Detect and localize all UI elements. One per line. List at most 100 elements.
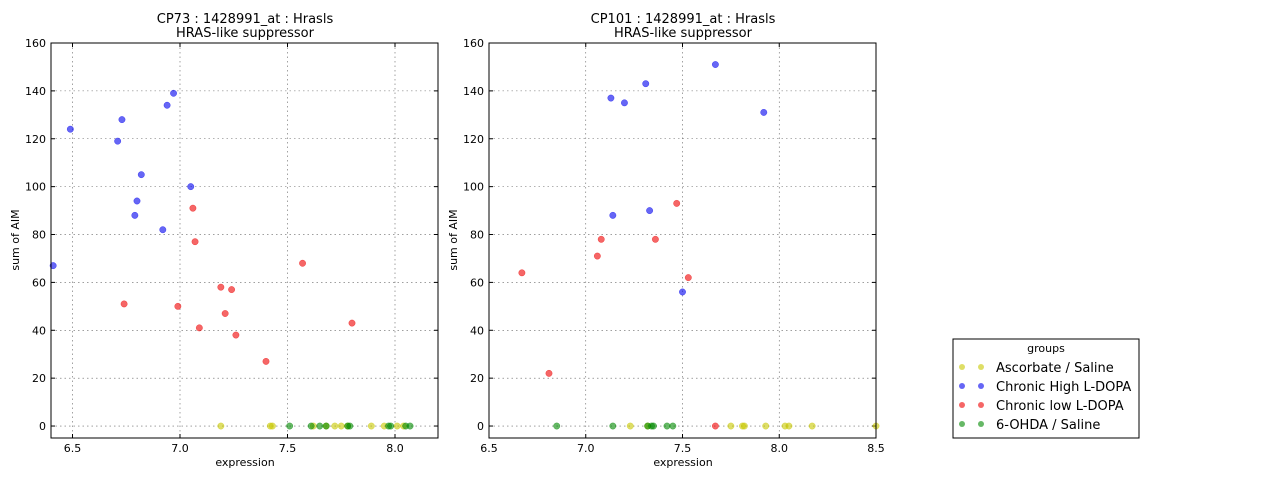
y-tick-label: 160 [463,37,484,50]
y-axis-label: sum of AIM [447,209,460,270]
y-tick-label: 100 [463,181,484,194]
point-chronic-high-l-dopa [607,94,615,102]
point-ascorbate-saline [626,422,634,430]
y-tick-label: 120 [463,133,484,146]
legend-label-chronic-high-l-dopa: Chronic High L-DOPA [996,380,1131,395]
point-6-ohda-saline [609,422,617,430]
point-6-ohda-saline [346,422,354,430]
x-tick-label: 6.5 [480,442,498,455]
point-ascorbate-saline [785,422,793,430]
point-ascorbate-saline [393,422,401,430]
point-chronic-high-l-dopa [133,197,141,205]
legend-label-chronic-low-l-dopa: Chronic low L-DOPA [996,399,1124,414]
y-tick-label: 60 [32,276,46,289]
x-tick-label: 7.0 [171,442,189,455]
chart-title: CP73 : 1428991_at : Hrasls [157,12,334,27]
y-tick-label: 20 [470,372,484,385]
x-tick-label: 8.0 [771,442,789,455]
point-chronic-low-l-dopa [189,204,197,212]
point-chronic-low-l-dopa [651,235,659,243]
point-ascorbate-saline [740,422,748,430]
point-6-ohda-saline [307,422,315,430]
y-tick-label: 140 [25,85,46,98]
point-chronic-high-l-dopa [66,125,74,133]
point-chronic-low-l-dopa [597,235,605,243]
plot-frame [488,42,877,439]
point-chronic-low-l-dopa [545,369,553,377]
legend-marker-6-ohda-saline [959,421,965,427]
x-tick-label: 7.5 [674,442,692,455]
point-chronic-low-l-dopa [232,331,240,339]
point-ascorbate-saline [217,422,225,430]
legend-marker-chronic-low-l-dopa [978,402,984,408]
point-6-ohda-saline [316,422,324,430]
point-chronic-high-l-dopa [131,211,139,219]
point-chronic-high-l-dopa [118,116,126,124]
point-6-ohda-saline [286,422,294,430]
legend-marker-chronic-high-l-dopa [959,383,965,389]
chart-title: CP101 : 1428991_at : Hrasls [591,12,776,27]
y-tick-label: 0 [477,420,484,433]
point-6-ohda-saline [663,422,671,430]
point-chronic-low-l-dopa [191,238,199,246]
y-tick-label: 20 [32,372,46,385]
x-tick-label: 7.5 [279,442,297,455]
x-axis-label: expression [653,456,712,469]
legend: groups Ascorbate / Saline Chronic High L-… [952,338,1140,439]
point-chronic-high-l-dopa [49,262,57,270]
x-axis-label: expression [215,456,274,469]
point-chronic-high-l-dopa [114,137,122,145]
legend-marker-chronic-high-l-dopa [978,383,984,389]
point-chronic-low-l-dopa [348,319,356,327]
point-chronic-low-l-dopa [299,259,306,267]
point-chronic-low-l-dopa [221,310,229,317]
point-6-ohda-saline [387,422,395,430]
legend-marker-ascorbate-saline [959,364,965,370]
point-chronic-high-l-dopa [137,171,145,179]
point-chronic-low-l-dopa [120,300,128,308]
point-chronic-high-l-dopa [621,99,628,107]
point-chronic-high-l-dopa [679,288,686,296]
point-chronic-low-l-dopa [262,357,270,365]
chart-subtitle: HRAS-like suppressor [176,26,315,41]
point-chronic-high-l-dopa [760,108,768,116]
legend-frame [952,338,1140,439]
y-tick-label: 80 [32,229,46,242]
point-chronic-high-l-dopa [646,207,654,215]
point-chronic-high-l-dopa [170,89,178,97]
y-tick-label: 160 [25,37,46,50]
point-6-ohda-saline [669,422,677,430]
point-ascorbate-saline [762,422,770,430]
y-tick-label: 80 [470,229,484,242]
point-ascorbate-saline [367,422,375,430]
chart-subtitle: HRAS-like suppressor [614,26,753,41]
point-chronic-high-l-dopa [711,61,719,68]
y-tick-label: 0 [39,420,46,433]
point-chronic-low-l-dopa [518,269,526,277]
point-chronic-low-l-dopa [195,324,203,332]
point-chronic-low-l-dopa [217,283,225,291]
point-ascorbate-saline [727,422,735,430]
point-chronic-high-l-dopa [159,226,167,234]
point-chronic-high-l-dopa [163,101,171,109]
y-tick-label: 120 [25,133,46,146]
x-tick-label: 8.0 [386,442,404,455]
x-tick-label: 8.5 [867,442,885,455]
legend-marker-ascorbate-saline [978,364,984,370]
point-6-ohda-saline [322,422,330,430]
point-6-ohda-saline [553,422,561,430]
point-chronic-low-l-dopa [684,274,692,282]
y-axis-label: sum of AIM [9,209,22,270]
point-chronic-low-l-dopa [593,252,601,260]
chart-cp101: CP101 : 1428991_at : Hrasls HRAS-like su… [447,12,885,469]
chart-cp73: CP73 : 1428991_at : Hrasls HRAS-like sup… [9,12,439,469]
x-tick-label: 6.5 [64,442,82,455]
point-6-ohda-saline [650,422,657,430]
point-chronic-low-l-dopa [711,422,719,430]
point-chronic-low-l-dopa [228,286,236,294]
point-chronic-high-l-dopa [642,80,650,88]
y-tick-label: 100 [25,181,46,194]
y-tick-label: 60 [470,276,484,289]
legend-marker-6-ohda-saline [978,421,984,427]
